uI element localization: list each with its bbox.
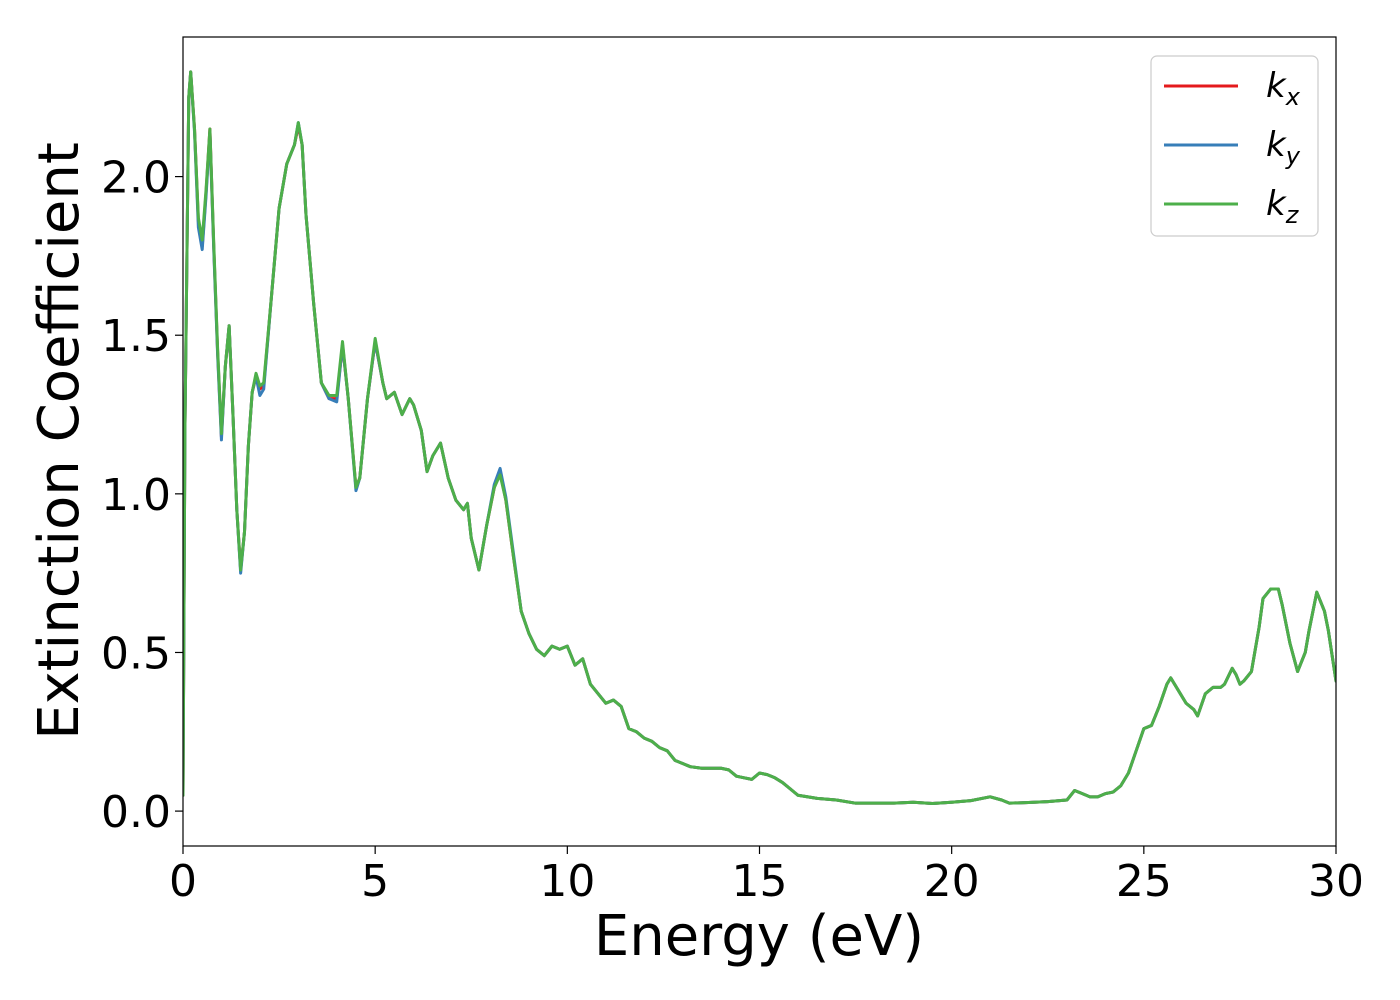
- x-tick-label: 25: [1116, 856, 1172, 907]
- series-line-z: [183, 70, 1336, 805]
- x-tick-label: 15: [732, 856, 788, 907]
- y-tick-label: 1.0: [101, 470, 171, 521]
- x-tick-label: 20: [924, 856, 980, 907]
- x-tick-label: 30: [1308, 856, 1364, 907]
- legend-subscript-z: z: [1285, 201, 1300, 229]
- y-tick-label: 0.5: [101, 628, 171, 679]
- x-axis: 0 5 10 15 20 25 30: [169, 846, 1364, 907]
- legend-subscript-y: y: [1285, 142, 1301, 170]
- y-axis: 0.0 0.5 1.0 1.5 2.0: [101, 153, 183, 838]
- y-tick-label: 2.0: [101, 153, 171, 204]
- y-tick-label: 0.0: [101, 787, 171, 838]
- plot-area-background: [183, 37, 1336, 846]
- x-tick-label: 5: [361, 856, 389, 907]
- series-layer: [183, 70, 1336, 805]
- x-axis-label: Energy (eV): [594, 904, 924, 969]
- y-tick-label: 1.5: [101, 311, 171, 362]
- legend-subscript-x: x: [1285, 83, 1301, 111]
- x-tick-label: 0: [169, 856, 197, 907]
- x-tick-label: 10: [539, 856, 595, 907]
- y-axis-label: Extinction Coefficient: [27, 142, 92, 740]
